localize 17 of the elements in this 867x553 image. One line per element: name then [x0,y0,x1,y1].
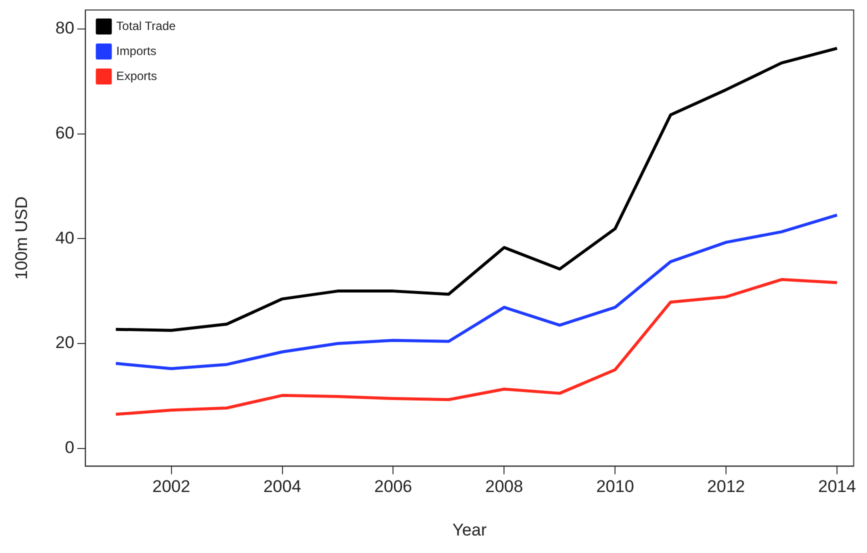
y-tick-label: 80 [55,18,74,38]
x-tick-label: 2010 [596,477,634,496]
x-tick-label: 2002 [152,477,190,496]
x-tick-label: 2014 [818,477,856,496]
y-tick-label: 40 [55,228,74,248]
y-tick-label: 0 [64,438,74,458]
x-tick-label: 2008 [485,477,524,496]
y-tick-label: 60 [55,123,74,142]
y-tick-label: 20 [55,333,74,352]
x-axis-title: Year [452,520,488,540]
legend-label: Imports [116,44,156,58]
x-tick-label: 2004 [263,477,302,496]
legend-label: Total Trade [116,18,176,33]
x-tick-label: 2012 [707,477,746,496]
x-tick-label: 2006 [374,477,412,496]
y-axis-title: 100m USD [12,196,31,280]
legend-label: Exports [116,68,157,83]
